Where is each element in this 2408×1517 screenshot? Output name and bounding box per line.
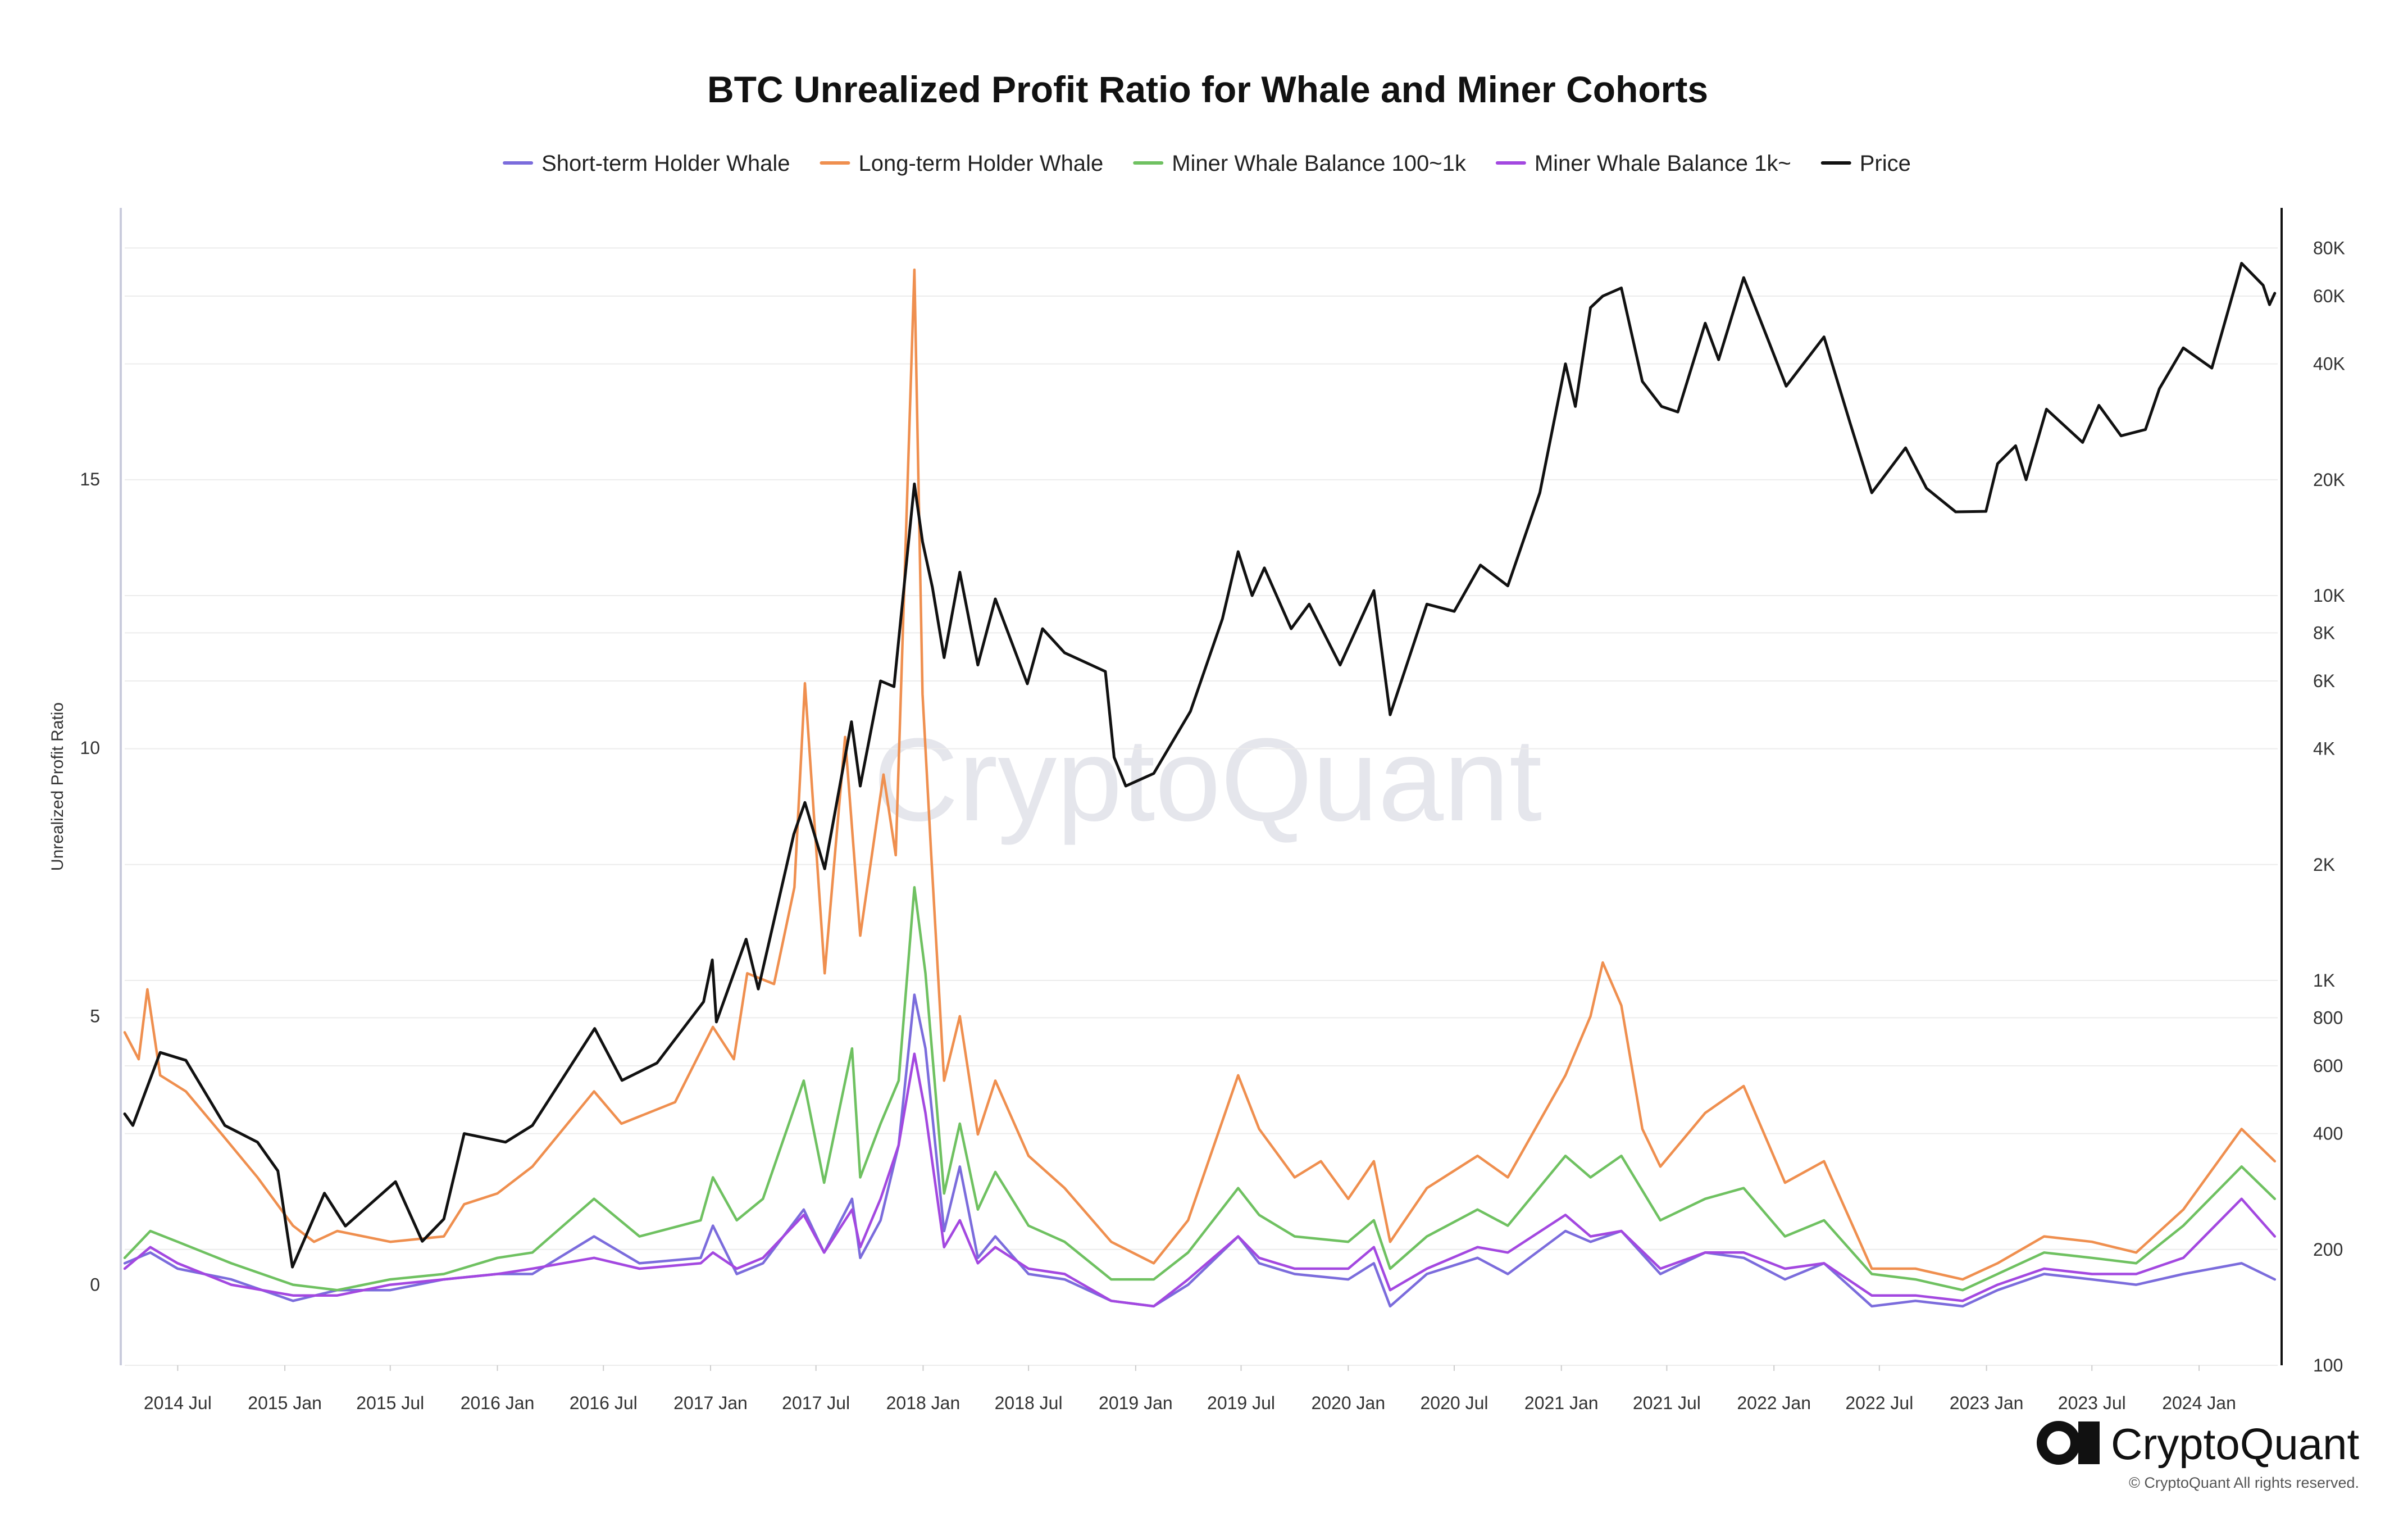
y2-tick-label: 1K — [2313, 970, 2335, 991]
y2-tick-label: 6K — [2313, 671, 2335, 691]
legend-item[interactable]: Long-term Holder Whale — [820, 151, 1103, 176]
y2-tick-label: 40K — [2313, 354, 2345, 374]
legend-item[interactable]: Miner Whale Balance 1k~ — [1495, 151, 1791, 176]
y2-tick-label: 200 — [2313, 1239, 2343, 1260]
x-tick-label: 2019 Jan — [1099, 1393, 1173, 1413]
x-tick-label: 2015 Jul — [356, 1393, 424, 1413]
legend-label: Miner Whale Balance 1k~ — [1535, 151, 1791, 176]
x-tick-label: 2014 Jul — [144, 1393, 212, 1413]
x-tick-label: 2021 Jul — [1633, 1393, 1701, 1413]
legend-label: Price — [1860, 151, 1911, 176]
x-tick-label: 2024 Jan — [2162, 1393, 2236, 1413]
x-tick-label: 2020 Jan — [1311, 1393, 1385, 1413]
y2-tick-label: 100 — [2313, 1355, 2343, 1375]
y2-axis-ticks: 100 200 400 600 800 1K 2K 4K 6K 8K 10K 20K 40K 60K 80K — [2313, 238, 2345, 1375]
x-tick-label: 2017 Jul — [782, 1393, 850, 1413]
series-line-long-term-holder-whale — [123, 268, 2277, 1281]
watermark: CryptoQuant — [873, 714, 1542, 846]
legend-label: Miner Whale Balance 100~1k — [1172, 151, 1467, 176]
series-line-miner-whale-balance-1k — [123, 1052, 2277, 1308]
grid — [125, 247, 2278, 1366]
x-tick-label: 2021 Jan — [1524, 1393, 1599, 1413]
brand-logo: CryptoQuant — [2037, 1419, 2360, 1469]
y2-tick-label: 400 — [2313, 1124, 2343, 1144]
x-tick-label: 2017 Jan — [673, 1393, 748, 1413]
legend: Short-term Holder Whale Long-term Holder … — [503, 151, 1911, 176]
x-tick-label: 2023 Jan — [1950, 1393, 2024, 1413]
y-axis-ticks: 0 5 10 15 — [80, 469, 100, 1295]
y2-tick-label: 8K — [2313, 623, 2335, 643]
y-tick-label: 15 — [80, 469, 100, 489]
y-tick-label: 0 — [90, 1275, 100, 1295]
x-tick-label: 2015 Jan — [248, 1393, 322, 1413]
x-tick-label: 2016 Jul — [570, 1393, 638, 1413]
y-axis-label: Unrealized Profit Ratio — [48, 702, 67, 871]
legend-label: Short-term Holder Whale — [541, 151, 790, 176]
x-tick-label: 2022 Jan — [1737, 1393, 1811, 1413]
x-axis-ticks: 2014 Jul 2015 Jan 2015 Jul 2016 Jan 2016 Jul… — [144, 1365, 2236, 1413]
legend-item[interactable]: Short-term Holder Whale — [503, 151, 790, 176]
x-tick-label: 2018 Jan — [886, 1393, 961, 1413]
y2-tick-label: 4K — [2313, 739, 2335, 759]
legend-item[interactable]: Price — [1820, 151, 1911, 176]
x-tick-label: 2018 Jul — [995, 1393, 1063, 1413]
y-tick-label: 5 — [90, 1006, 100, 1027]
y2-tick-label: 60K — [2313, 286, 2345, 306]
brand-name: CryptoQuant — [2111, 1419, 2360, 1469]
y-tick-label: 10 — [80, 738, 100, 758]
series-group — [123, 262, 2277, 1308]
x-tick-label: 2023 Jul — [2058, 1393, 2126, 1413]
x-tick-label: 2016 Jan — [461, 1393, 535, 1413]
brand-logo-icon-bar — [2078, 1421, 2100, 1464]
legend-label: Long-term Holder Whale — [858, 151, 1103, 176]
y2-tick-label: 800 — [2313, 1007, 2343, 1028]
y2-tick-label: 20K — [2313, 470, 2345, 490]
y2-tick-label: 80K — [2313, 238, 2345, 258]
copyright: © CryptoQuant All rights reserved. — [2129, 1474, 2359, 1491]
series-line-miner-whale-balance-100-1k — [123, 886, 2277, 1292]
x-tick-label: 2019 Jul — [1207, 1393, 1275, 1413]
x-tick-label: 2022 Jul — [1845, 1393, 1913, 1413]
chart-title: BTC Unrealized Profit Ratio for Whale an… — [707, 69, 1708, 110]
y2-tick-label: 2K — [2313, 855, 2335, 875]
y2-tick-label: 600 — [2313, 1056, 2343, 1076]
brand-logo-icon — [2037, 1421, 2081, 1465]
series-line-short-term-holder-whale — [123, 993, 2277, 1308]
x-tick-label: 2020 Jul — [1420, 1393, 1488, 1413]
series-line-price — [123, 262, 2277, 1269]
legend-item[interactable]: Miner Whale Balance 100~1k — [1133, 151, 1467, 176]
y2-tick-label: 10K — [2313, 585, 2345, 606]
